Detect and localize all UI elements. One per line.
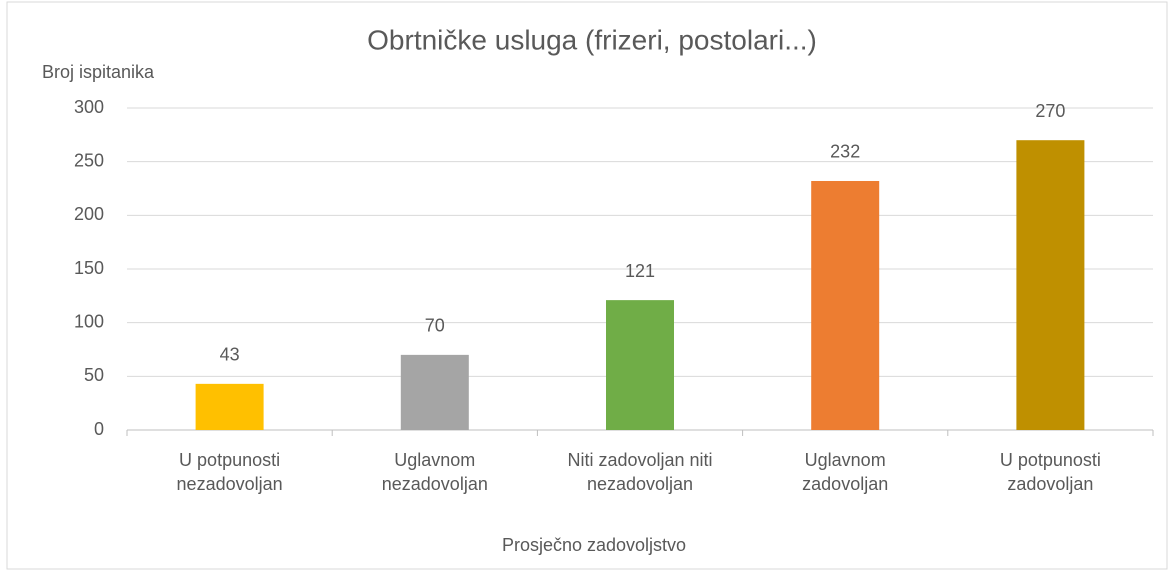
y-tick-label: 200 bbox=[74, 204, 104, 224]
x-tick-label: U potpunosti zadovoljan bbox=[999, 450, 1101, 494]
x-tick-label: U potpunosti nezadovoljan bbox=[176, 450, 283, 494]
x-tick-label: Niti zadovoljan niti nezadovoljan bbox=[567, 450, 713, 494]
bar bbox=[811, 180, 880, 430]
chart-border bbox=[6, 1, 1168, 570]
y-tick-label: 50 bbox=[84, 365, 104, 385]
bar bbox=[606, 300, 674, 430]
x-axis-title: Prosječno zadovoljstvo bbox=[502, 535, 686, 555]
y-tick-label: 100 bbox=[74, 311, 104, 331]
y-tick-label: 150 bbox=[74, 258, 104, 278]
data-label: 121 bbox=[625, 261, 655, 281]
data-label: 232 bbox=[830, 142, 860, 162]
data-label: 70 bbox=[425, 316, 445, 336]
data-label: 43 bbox=[220, 345, 240, 365]
chart-title: Obrtničke usluga (frizeri, postolari...) bbox=[367, 24, 817, 55]
x-tick-label: Uglavnom zadovoljan bbox=[802, 450, 889, 494]
y-tick-label: 0 bbox=[94, 419, 104, 439]
bar bbox=[195, 383, 264, 430]
bar bbox=[400, 354, 469, 430]
y-tick-label: 250 bbox=[74, 150, 104, 170]
y-axis-title: Broj ispitanika bbox=[42, 62, 155, 82]
x-tick-label: Uglavnom nezadovoljan bbox=[381, 450, 488, 494]
data-label: 270 bbox=[1035, 101, 1065, 121]
y-tick-label: 300 bbox=[74, 97, 104, 117]
bar bbox=[1016, 140, 1085, 430]
